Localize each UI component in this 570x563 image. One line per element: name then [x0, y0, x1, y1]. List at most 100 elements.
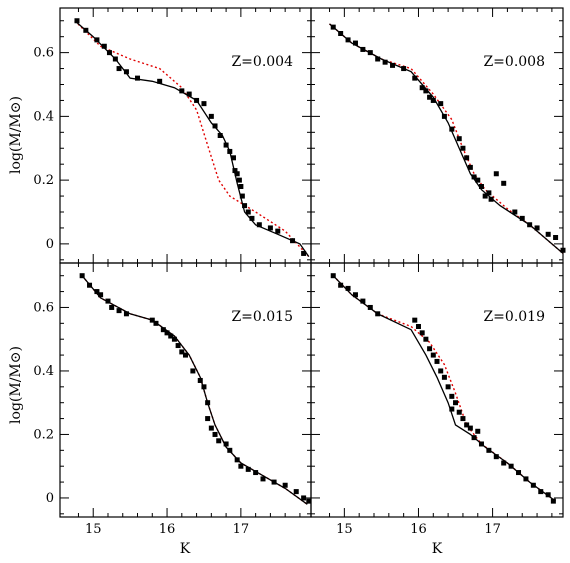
data-point: [223, 441, 229, 447]
data-point: [106, 50, 112, 56]
data-point: [486, 190, 492, 196]
data-point: [123, 69, 129, 75]
model-solid-line: [329, 23, 564, 254]
data-point: [345, 285, 351, 291]
data-point: [449, 393, 455, 399]
y-tick-label: 0: [46, 237, 54, 252]
data-point: [301, 495, 307, 501]
panel-frame: [310, 262, 564, 518]
data-point: [493, 171, 499, 177]
data-point: [212, 123, 218, 129]
panel-frame: [59, 7, 312, 264]
data-point: [175, 343, 181, 349]
model-dotted-line: [74, 20, 310, 258]
data-point: [460, 145, 466, 151]
data-point: [475, 177, 481, 183]
data-point: [486, 447, 492, 453]
data-point: [345, 37, 351, 43]
data-point: [230, 155, 236, 161]
data-point: [205, 400, 211, 406]
data-point: [367, 50, 373, 56]
data-point: [208, 113, 214, 119]
y-tick-label: 0.4: [33, 364, 54, 379]
data-point: [419, 85, 425, 91]
data-point: [516, 470, 522, 476]
y-axis-label-top: log(M/M⊙): [8, 96, 24, 174]
data-point: [538, 489, 544, 495]
data-point: [560, 247, 566, 253]
data-point: [234, 457, 240, 463]
data-point: [245, 466, 251, 472]
data-point: [467, 425, 473, 431]
data-point: [109, 304, 115, 310]
data-point: [217, 133, 223, 138]
data-point: [453, 400, 459, 406]
panel-label: Z=0.008: [483, 54, 545, 70]
data-point: [367, 304, 373, 310]
x-axis-label-right: K: [432, 541, 443, 557]
data-point: [290, 238, 296, 244]
data-point: [501, 460, 507, 466]
data-point: [216, 438, 222, 444]
data-point: [197, 377, 203, 383]
x-tick-label: 15: [336, 522, 353, 537]
data-point: [74, 18, 80, 24]
panel-4: 15 16 17 Z=0.019: [310, 262, 564, 537]
data-point: [512, 209, 518, 215]
data-point: [212, 431, 218, 437]
panel-label: Z=0.004: [231, 54, 293, 70]
data-point: [98, 292, 104, 298]
data-point: [464, 422, 470, 428]
data-point: [293, 489, 299, 495]
data-point: [194, 97, 200, 103]
data-point: [375, 56, 381, 62]
data-point: [116, 308, 122, 314]
y-tick-label: 0: [46, 491, 54, 506]
data-point: [330, 24, 336, 30]
data-point: [412, 317, 418, 323]
data-point: [232, 168, 238, 174]
data-point: [467, 164, 473, 170]
data-point: [227, 148, 233, 154]
data-point: [523, 476, 529, 482]
data-point: [275, 228, 281, 234]
data-point: [501, 180, 507, 186]
panel-label: Z=0.019: [483, 309, 545, 325]
data-point: [101, 43, 107, 49]
data-point: [205, 416, 211, 422]
data-point: [352, 292, 358, 298]
x-tick-label: 17: [484, 522, 501, 537]
data-point: [415, 324, 421, 329]
data-point: [123, 311, 129, 317]
data-point: [190, 368, 196, 374]
data-point: [171, 336, 177, 342]
panel-frame: [310, 7, 564, 264]
data-point: [301, 250, 307, 256]
panel-label: Z=0.015: [231, 309, 293, 325]
data-point: [471, 174, 477, 180]
data-point: [94, 289, 100, 295]
data-point: [242, 203, 248, 209]
data-point: [449, 126, 455, 132]
data-point: [360, 298, 366, 304]
data-point: [419, 330, 425, 336]
data-point: [530, 482, 536, 488]
data-point: [179, 88, 185, 94]
data-point: [105, 298, 111, 304]
data-point: [471, 435, 477, 441]
data-point: [550, 498, 556, 504]
data-point: [87, 282, 93, 288]
data-point: [412, 75, 418, 81]
data-point: [430, 97, 436, 103]
panel-2: Z=0.008: [310, 7, 566, 264]
data-point: [375, 311, 381, 317]
data-point: [460, 416, 466, 422]
data-point: [249, 215, 255, 221]
data-point: [256, 222, 262, 228]
data-point: [168, 333, 174, 339]
data-point: [488, 196, 494, 202]
data-point: [360, 46, 366, 52]
data-point: [423, 88, 429, 94]
data-point: [149, 317, 155, 323]
